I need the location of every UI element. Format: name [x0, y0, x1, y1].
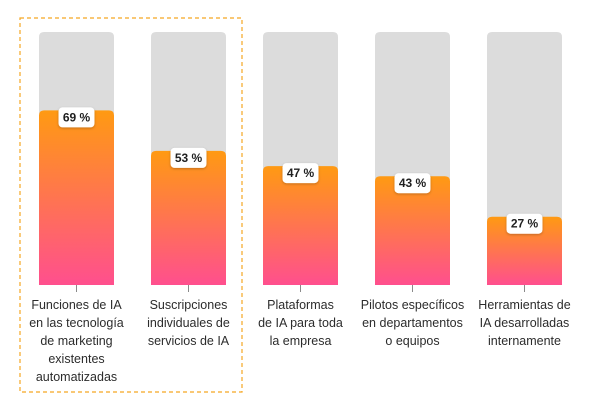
value-badge [282, 163, 319, 184]
category-label: Funciones de IA en las tecnología de mar… [29, 298, 124, 384]
category-label: Herramientas de IA desarrolladas interna… [478, 298, 571, 348]
data-label: 69 % [63, 110, 91, 124]
value-badge [506, 213, 543, 234]
data-label: 47 % [287, 166, 315, 180]
data-label: 53 % [175, 151, 203, 165]
category-label: Suscripciones individuales de servicios … [147, 298, 230, 348]
bar [263, 166, 338, 285]
category-label: Plataformas de IA para toda la empresa [258, 298, 343, 348]
highlight-frame [19, 17, 243, 393]
category-label: Pilotos específicos en departamentos o e… [360, 298, 465, 348]
bar [39, 110, 114, 286]
value-badge [394, 173, 431, 194]
data-label: 43 % [399, 176, 427, 190]
data-label: 27 % [511, 217, 539, 231]
bar [487, 216, 562, 285]
bar [375, 176, 450, 285]
value-badge [58, 107, 95, 128]
value-badge [170, 147, 207, 168]
bar [151, 150, 226, 285]
